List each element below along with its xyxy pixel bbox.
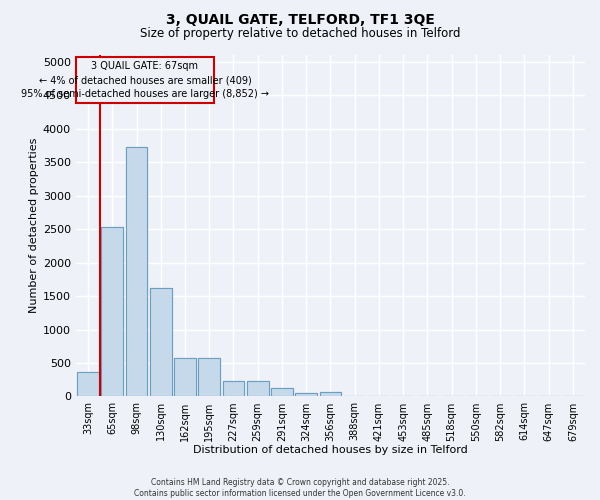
Bar — [247, 381, 269, 396]
Bar — [101, 227, 123, 396]
Bar — [271, 388, 293, 396]
Bar — [150, 288, 172, 397]
Bar — [295, 393, 317, 396]
Bar — [150, 288, 172, 397]
Text: Size of property relative to detached houses in Telford: Size of property relative to detached ho… — [140, 28, 460, 40]
Bar — [174, 358, 196, 397]
Bar — [174, 358, 196, 397]
FancyBboxPatch shape — [76, 57, 214, 103]
Bar — [125, 146, 148, 396]
Bar — [77, 372, 99, 396]
Bar — [295, 393, 317, 396]
Y-axis label: Number of detached properties: Number of detached properties — [29, 138, 39, 314]
Bar — [199, 358, 220, 397]
Text: 3, QUAIL GATE, TELFORD, TF1 3QE: 3, QUAIL GATE, TELFORD, TF1 3QE — [166, 12, 434, 26]
Bar — [320, 392, 341, 396]
X-axis label: Distribution of detached houses by size in Telford: Distribution of detached houses by size … — [193, 445, 468, 455]
Bar — [223, 381, 244, 396]
Bar — [125, 146, 148, 396]
Bar — [271, 388, 293, 396]
Bar — [199, 358, 220, 397]
Text: Contains HM Land Registry data © Crown copyright and database right 2025.
Contai: Contains HM Land Registry data © Crown c… — [134, 478, 466, 498]
Bar — [320, 392, 341, 396]
Bar — [247, 381, 269, 396]
Bar — [77, 372, 99, 396]
Bar — [223, 381, 244, 396]
Bar — [101, 227, 123, 396]
Text: 3 QUAIL GATE: 67sqm
← 4% of detached houses are smaller (409)
95% of semi-detach: 3 QUAIL GATE: 67sqm ← 4% of detached hou… — [21, 61, 269, 99]
